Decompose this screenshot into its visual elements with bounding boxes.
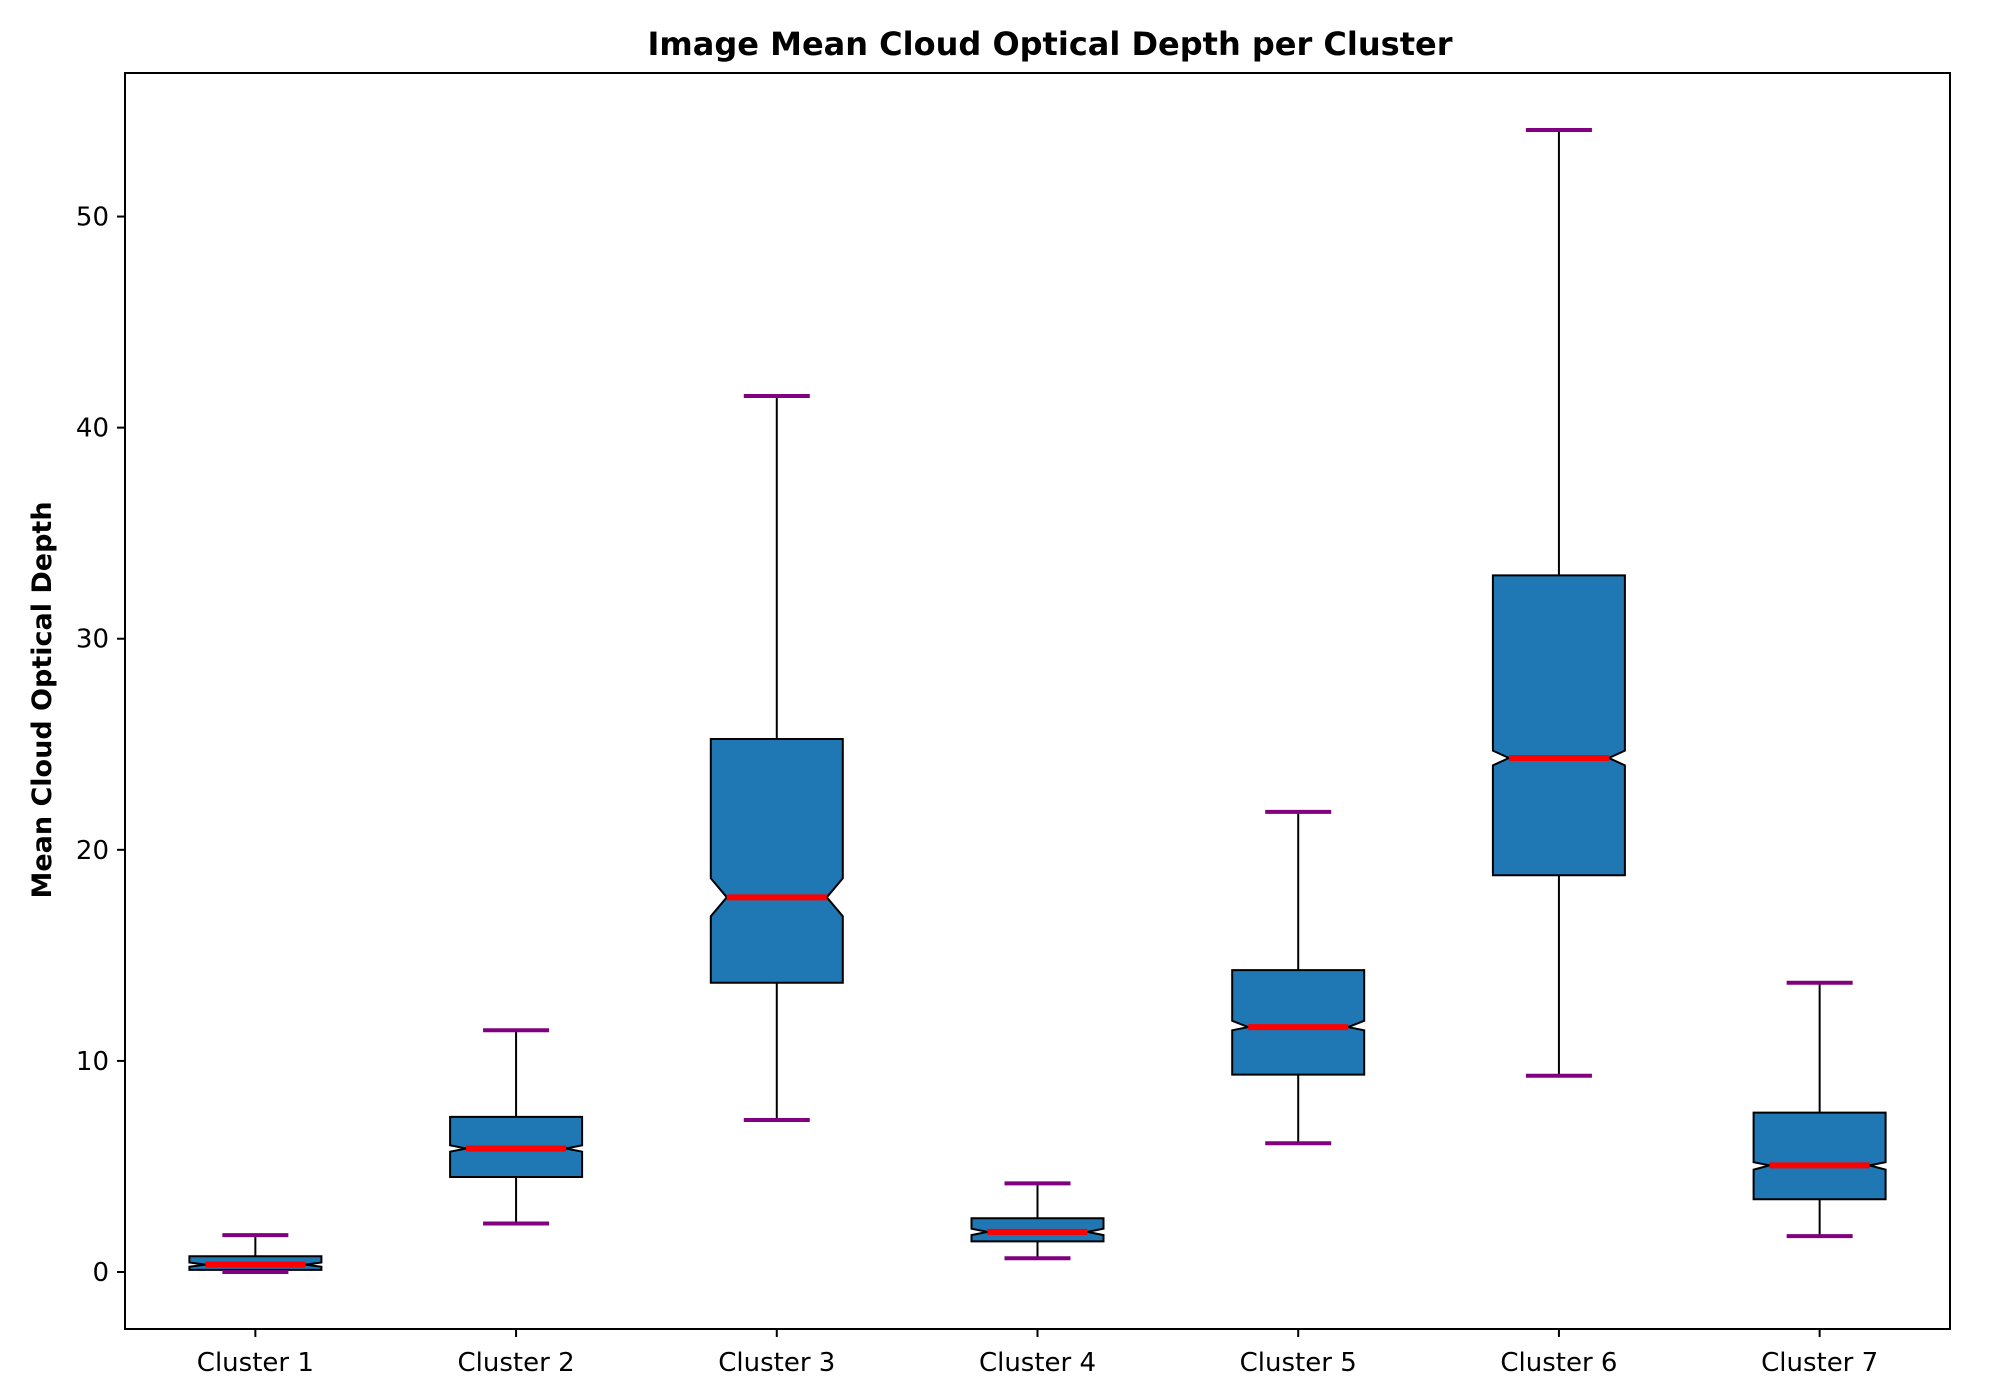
plot-frame xyxy=(124,72,1951,1330)
y-axis-label: Mean Cloud Optical Depth xyxy=(27,501,58,898)
box-3 xyxy=(709,393,844,1123)
chart-title: Image Mean Cloud Optical Depth per Clust… xyxy=(648,25,1453,63)
x-tick-label: Cluster 5 xyxy=(1240,1348,1357,1378)
y-tick-label: 50 xyxy=(76,203,109,233)
box-4 xyxy=(970,1181,1105,1261)
x-tick-label: Cluster 1 xyxy=(197,1348,314,1378)
box-body xyxy=(709,738,844,984)
x-tick-label: Cluster 6 xyxy=(1500,1348,1617,1378)
box-6 xyxy=(1491,127,1626,1078)
box-2 xyxy=(449,1028,584,1226)
x-tick-label: Cluster 7 xyxy=(1761,1348,1878,1378)
x-tick-label: Cluster 4 xyxy=(979,1348,1096,1378)
box-7 xyxy=(1752,980,1887,1239)
box-body xyxy=(1752,1111,1887,1201)
box-5 xyxy=(1231,809,1366,1146)
y-tick-label: 10 xyxy=(76,1047,109,1077)
y-tick-label: 20 xyxy=(76,836,109,866)
y-axis: 0 10 20 30 40 50 xyxy=(76,203,125,1288)
boxes-group xyxy=(188,127,1887,1275)
y-tick-label: 0 xyxy=(92,1258,109,1288)
y-tick-label: 30 xyxy=(76,625,109,655)
box-body xyxy=(1491,574,1626,877)
box-1 xyxy=(188,1233,323,1275)
x-axis: Cluster 1 Cluster 2 Cluster 3 Cluster 4 Clus… xyxy=(197,1329,1878,1378)
x-tick-label: Cluster 2 xyxy=(458,1348,575,1378)
y-tick-label: 40 xyxy=(76,414,109,444)
x-tick-label: Cluster 3 xyxy=(718,1348,835,1378)
box-body xyxy=(1231,969,1366,1076)
